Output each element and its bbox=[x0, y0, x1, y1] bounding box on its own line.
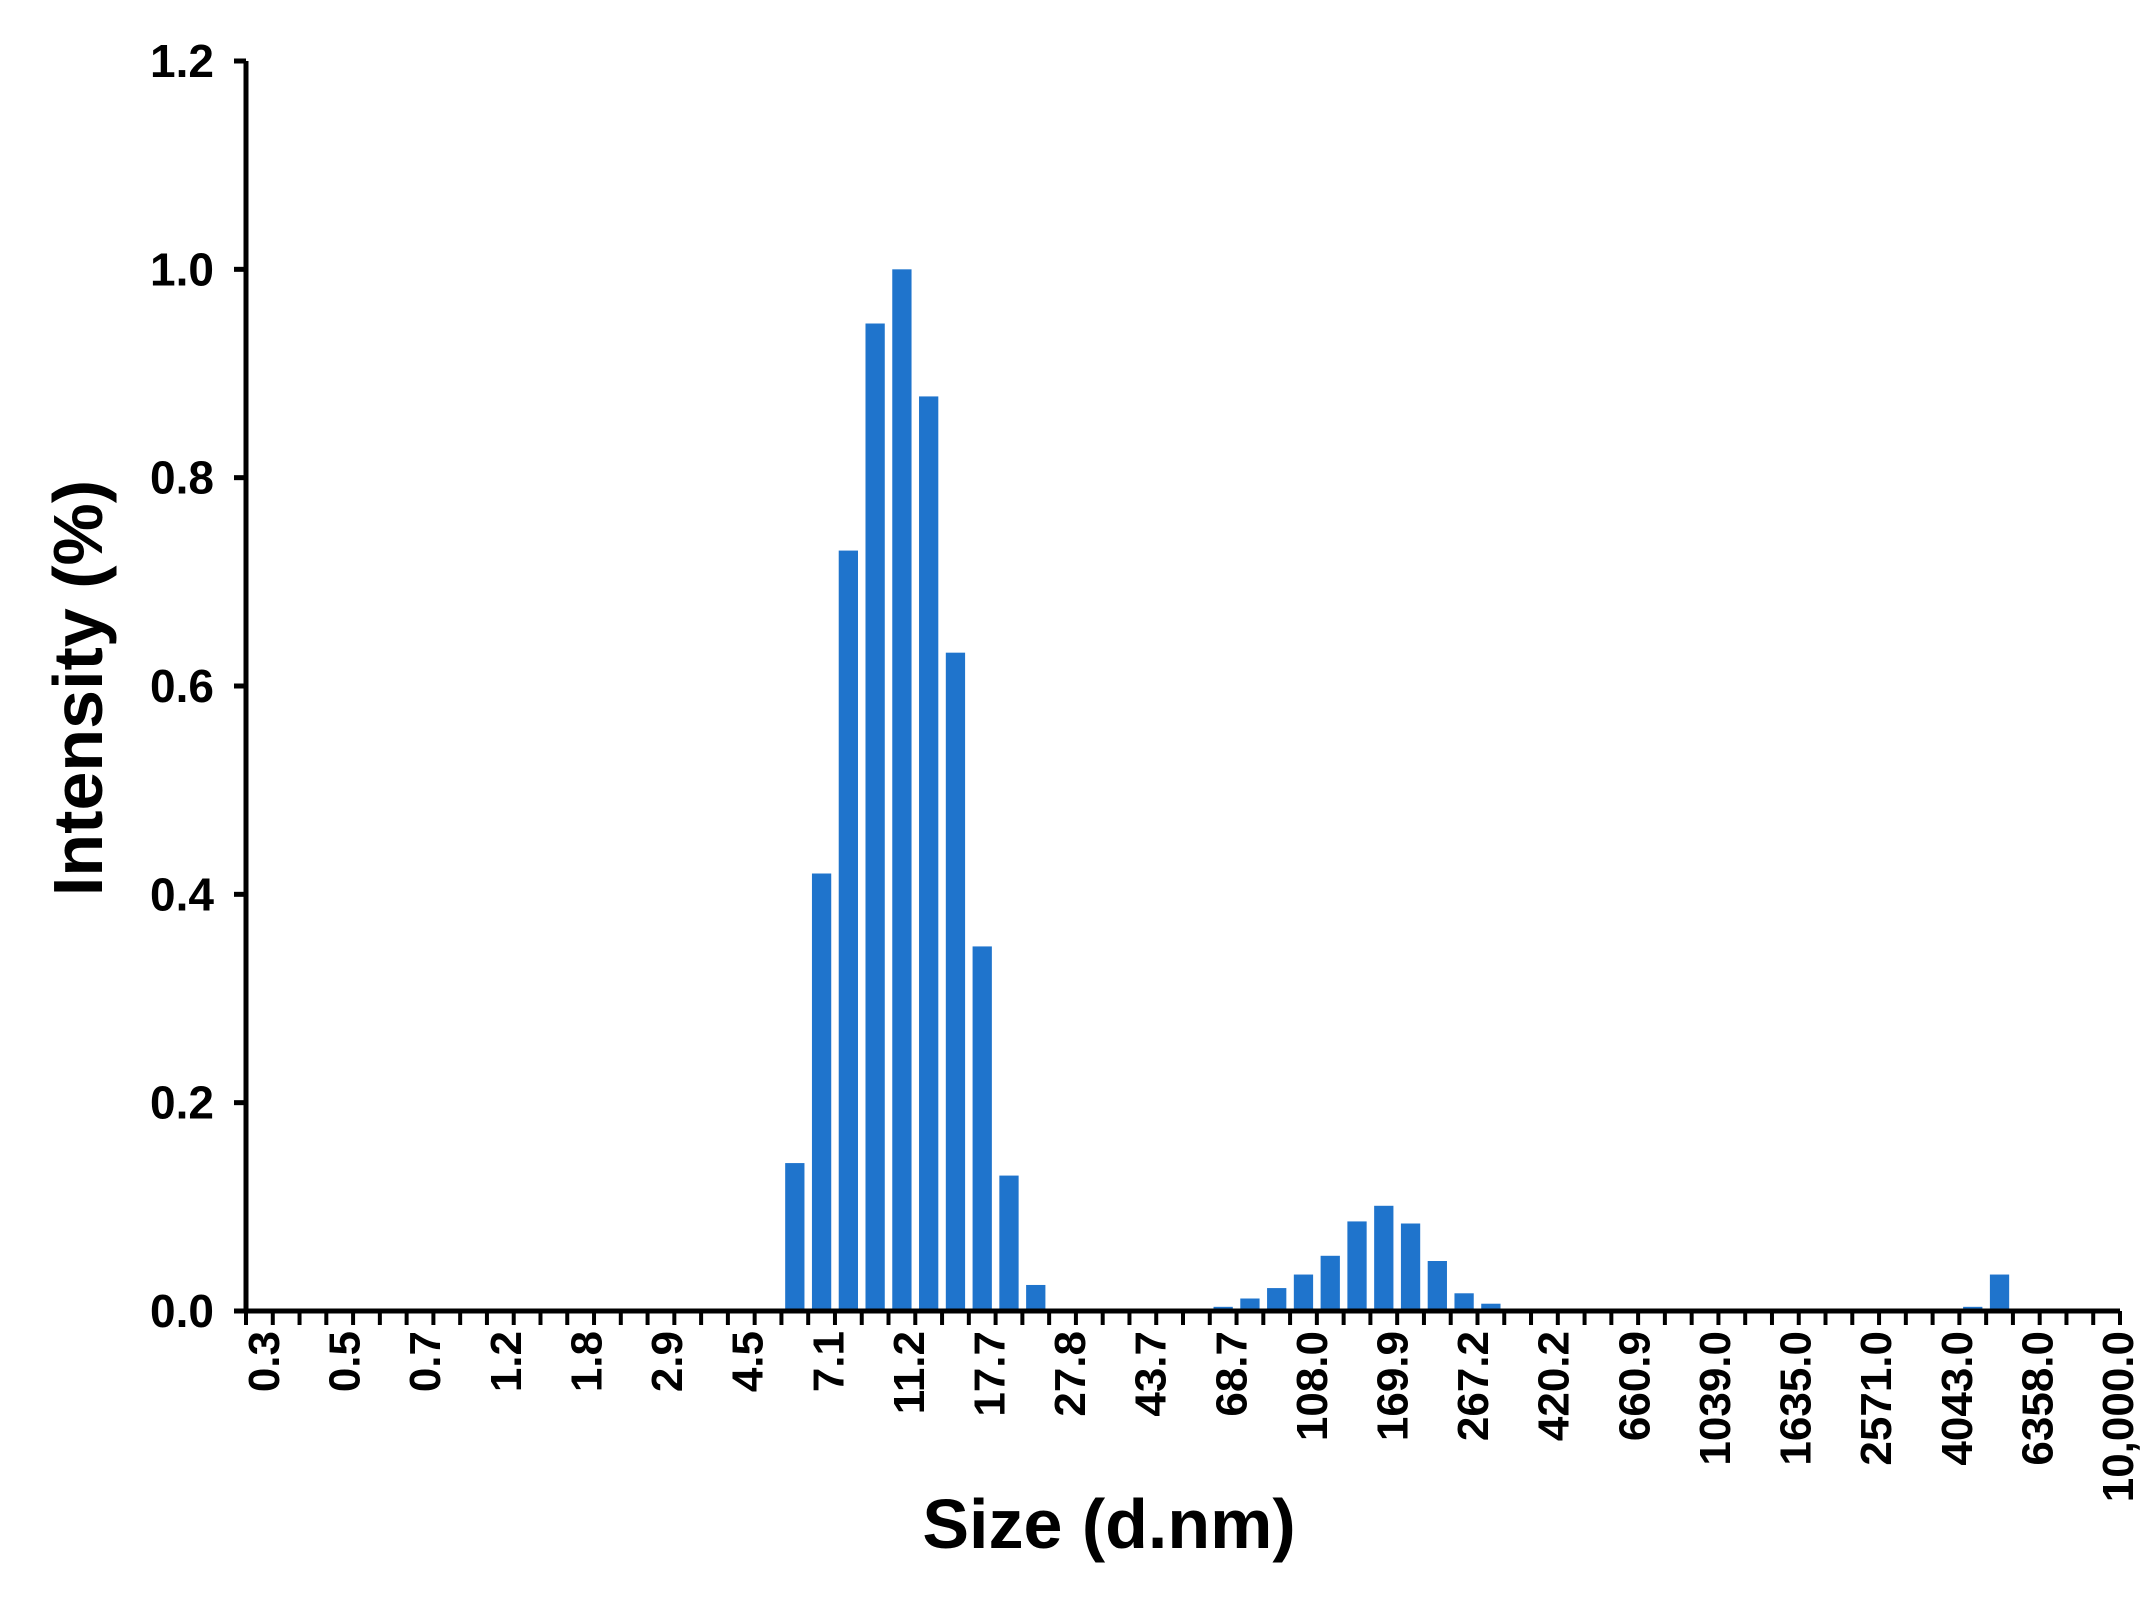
x-tick-label: 108.0 bbox=[1288, 1331, 1337, 1441]
x-tick-label: 420.2 bbox=[1530, 1331, 1579, 1441]
x-tick-label: 0.3 bbox=[240, 1331, 289, 1392]
x-tick-label: 1039.0 bbox=[1691, 1331, 1740, 1466]
y-tick-label: 0.8 bbox=[150, 452, 214, 504]
bar bbox=[1293, 1274, 1314, 1311]
x-tick-label: 267.2 bbox=[1449, 1331, 1498, 1441]
bar bbox=[919, 396, 939, 1311]
y-tick-label: 1.0 bbox=[150, 243, 214, 295]
x-tick-label: 169.9 bbox=[1369, 1331, 1418, 1441]
bar bbox=[1026, 1284, 1046, 1311]
bar bbox=[1267, 1288, 1287, 1311]
x-tick-label: 4043.0 bbox=[1933, 1331, 1982, 1466]
bar bbox=[999, 1175, 1019, 1311]
x-tick-label: 6358.0 bbox=[2013, 1331, 2062, 1466]
bar bbox=[1400, 1223, 1421, 1311]
y-tick-label: 0.0 bbox=[150, 1285, 214, 1337]
y-tick-label: 0.6 bbox=[150, 660, 214, 712]
bar bbox=[1347, 1221, 1367, 1311]
x-tick-label: 0.5 bbox=[321, 1331, 370, 1392]
x-tick-label: 0.7 bbox=[401, 1331, 450, 1392]
bars-layer bbox=[785, 269, 2010, 1312]
x-tick-label: 1635.0 bbox=[1772, 1331, 1821, 1466]
x-tick-label: 68.7 bbox=[1207, 1331, 1256, 1417]
bar bbox=[1481, 1303, 1501, 1311]
bar bbox=[1240, 1298, 1260, 1311]
bar bbox=[838, 550, 858, 1311]
bar bbox=[785, 1163, 805, 1311]
x-tick-label: 27.8 bbox=[1046, 1331, 1095, 1417]
x-tick-label: 2571.0 bbox=[1852, 1331, 1901, 1466]
x-tick-label: 4.5 bbox=[724, 1331, 773, 1392]
bar bbox=[1427, 1261, 1447, 1311]
axes-layer bbox=[234, 58, 2122, 1325]
x-tick-label: 660.9 bbox=[1610, 1331, 1659, 1441]
x-tick-label: 10,000.0 bbox=[2094, 1331, 2143, 1502]
y-tick-label: 0.2 bbox=[150, 1077, 214, 1129]
x-tick-label: 1.2 bbox=[482, 1331, 531, 1392]
y-axis-title: Intensity (%) bbox=[39, 480, 117, 896]
x-tick-label: 7.1 bbox=[804, 1331, 853, 1392]
bar bbox=[1320, 1255, 1340, 1311]
y-tick-label: 1.2 bbox=[150, 35, 214, 87]
bar bbox=[1374, 1205, 1394, 1311]
bar bbox=[865, 323, 885, 1311]
x-tick-label: 1.8 bbox=[562, 1331, 611, 1392]
x-axis-title: Size (d.nm) bbox=[922, 1485, 1295, 1563]
bar bbox=[1989, 1274, 2010, 1311]
x-tick-label: 17.7 bbox=[966, 1331, 1015, 1417]
x-tick-label: 2.9 bbox=[643, 1331, 692, 1392]
y-tick-label: 0.4 bbox=[150, 868, 214, 920]
bar bbox=[811, 873, 832, 1311]
bar bbox=[972, 946, 992, 1311]
bar bbox=[1454, 1293, 1474, 1311]
labels-layer: 0.0 0.2 0.4 0.6 0.8 1.0 1.2 0.3 0.5 0.7 1.2 1.8 2.9 4… bbox=[150, 35, 2143, 1502]
bar bbox=[945, 652, 966, 1311]
x-tick-label: 11.2 bbox=[885, 1331, 934, 1414]
x-tick-label: 43.7 bbox=[1127, 1331, 1176, 1417]
bar bbox=[892, 269, 912, 1312]
